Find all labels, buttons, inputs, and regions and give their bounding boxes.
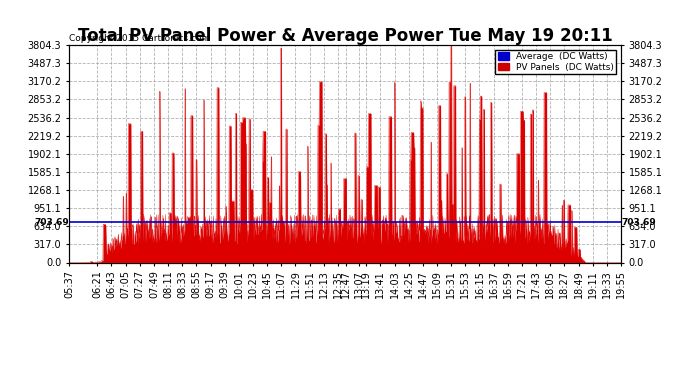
Legend: Average  (DC Watts), PV Panels  (DC Watts): Average (DC Watts), PV Panels (DC Watts): [495, 50, 616, 74]
Text: Copyright 2015 Cartronics.com: Copyright 2015 Cartronics.com: [69, 34, 210, 43]
Text: 703.69: 703.69: [621, 218, 656, 227]
Text: 703.69: 703.69: [34, 218, 69, 227]
Title: Total PV Panel Power & Average Power Tue May 19 20:11: Total PV Panel Power & Average Power Tue…: [77, 27, 613, 45]
